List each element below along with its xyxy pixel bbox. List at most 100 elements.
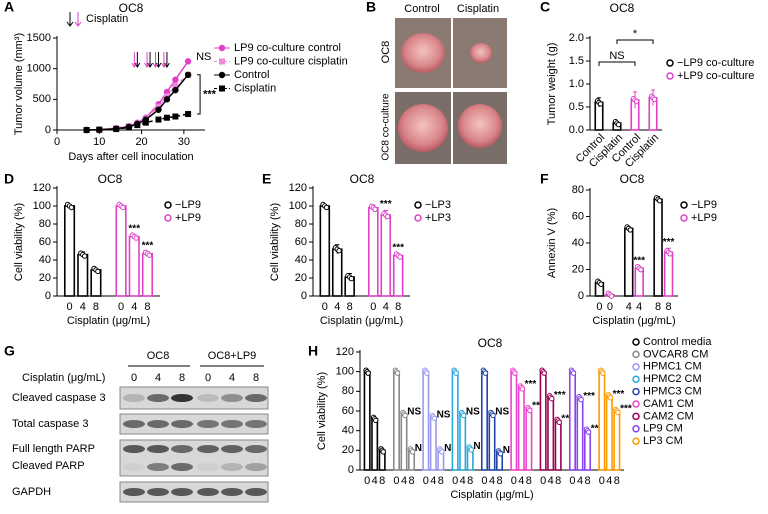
legend-marker xyxy=(632,350,640,359)
lane-label: 0 xyxy=(131,372,137,384)
legend-marker xyxy=(164,214,172,222)
blot-band xyxy=(245,420,267,428)
replicate-dot xyxy=(384,213,391,220)
arrow-head xyxy=(74,21,82,27)
x-tick-label: 8 xyxy=(395,301,401,313)
y-tick-label: 1.5 xyxy=(569,55,584,67)
legend-label: LP9 CM xyxy=(643,423,683,435)
blot-band xyxy=(197,463,219,471)
y-tick-label: 1500 xyxy=(27,32,51,44)
point xyxy=(184,71,192,79)
x-tick-label: 8 xyxy=(526,475,532,487)
legend-label: +LP9 co-culture xyxy=(677,70,754,82)
significance: *** xyxy=(633,255,645,266)
point xyxy=(172,86,179,94)
blot-band xyxy=(171,420,193,428)
significance: *** xyxy=(613,389,625,400)
blot-band xyxy=(171,463,193,471)
replicate-dot xyxy=(336,248,342,254)
blot-band xyxy=(123,420,145,428)
x-tick-label: 8 xyxy=(584,475,590,487)
blot-band xyxy=(147,445,169,453)
replicate-dot xyxy=(453,370,459,376)
arrow-head xyxy=(66,21,74,27)
replicate-dot xyxy=(461,412,467,419)
chart-title: OC8 xyxy=(350,172,375,186)
bar xyxy=(368,207,379,297)
bracket xyxy=(616,39,654,44)
point xyxy=(134,122,141,129)
legend-label: +LP3 xyxy=(425,212,451,224)
legend-label: +LP9 xyxy=(175,212,201,224)
legend-label: −LP9 xyxy=(175,199,201,211)
replicate-dot xyxy=(373,417,379,424)
dose-arrow-head xyxy=(144,62,150,68)
replicate-dot xyxy=(633,98,640,105)
blot-band xyxy=(197,488,219,496)
x-axis-label: Cisplatin (μg/mL) xyxy=(450,489,533,501)
replicate-dot xyxy=(578,397,584,403)
blot-band xyxy=(147,463,169,471)
legend-label: OVCAR8 CM xyxy=(643,348,708,360)
point xyxy=(163,96,171,103)
legend-label: −LP3 xyxy=(425,199,451,211)
bar xyxy=(554,420,562,471)
replicate-dot xyxy=(527,407,533,414)
y-tick-label: 120 xyxy=(33,182,51,194)
row-label: OC8 xyxy=(380,41,392,64)
point xyxy=(163,114,170,121)
blot-band xyxy=(245,445,267,453)
x-tick-label: 8 xyxy=(555,475,561,487)
y-tick-label: 500 xyxy=(33,93,51,105)
legend-label: +LP9 xyxy=(691,212,717,224)
legend-label: −LP9 co-culture xyxy=(677,57,754,69)
legend-label: HPMC1 CM xyxy=(643,361,702,373)
row-label: Full length PARP xyxy=(12,443,95,455)
x-tick-label: 4 xyxy=(80,301,86,313)
y-tick-label: 60 xyxy=(39,236,51,248)
lane-label: 8 xyxy=(179,372,185,384)
bar xyxy=(90,269,102,297)
x-axis-label: Cisplatin (μg/mL) xyxy=(67,315,150,327)
y-axis-label: Cell viability (%) xyxy=(316,372,328,450)
y-tick-label: 40 xyxy=(572,237,584,249)
dose-arrow-head xyxy=(152,62,159,68)
bar xyxy=(319,205,331,297)
panel-letter: D xyxy=(4,171,14,187)
bar xyxy=(77,253,89,297)
bar xyxy=(331,248,343,297)
legend-label: LP9 co-culture control xyxy=(234,42,341,54)
y-tick-label: 100 xyxy=(289,200,307,212)
point xyxy=(83,127,90,133)
significance: NS xyxy=(444,443,458,454)
blot-strip xyxy=(119,439,269,477)
column-label: Control xyxy=(404,3,439,15)
legend-marker xyxy=(219,85,225,92)
x-tick-label: 8 xyxy=(496,475,502,487)
bar xyxy=(363,370,371,471)
replicate-dot xyxy=(468,447,474,453)
blot xyxy=(119,386,269,503)
legend-marker xyxy=(680,201,688,209)
x-tick-label: 0 xyxy=(569,475,575,487)
bar xyxy=(141,252,154,297)
x-tick-label: 8 xyxy=(93,301,99,313)
legend-label: HPMC3 CM xyxy=(643,386,702,398)
blot-band xyxy=(147,420,169,428)
replicate-dot xyxy=(667,251,673,257)
significance: *** xyxy=(561,413,573,424)
panel-letter: A xyxy=(4,0,14,15)
y-tick-label: 0.5 xyxy=(569,101,584,113)
blot-band xyxy=(197,394,219,402)
bar xyxy=(63,205,76,297)
bar xyxy=(539,370,547,471)
replicate-dot xyxy=(541,370,547,376)
y-tick-label: 60 xyxy=(572,210,584,222)
panel-letter: G xyxy=(4,343,15,359)
panel-letter: C xyxy=(540,0,550,15)
replicate-dot xyxy=(409,449,416,455)
y-tick-label: 20 xyxy=(295,272,307,284)
group-label: OC8+LP9 xyxy=(208,350,257,362)
lane-label: 0 xyxy=(205,372,211,384)
